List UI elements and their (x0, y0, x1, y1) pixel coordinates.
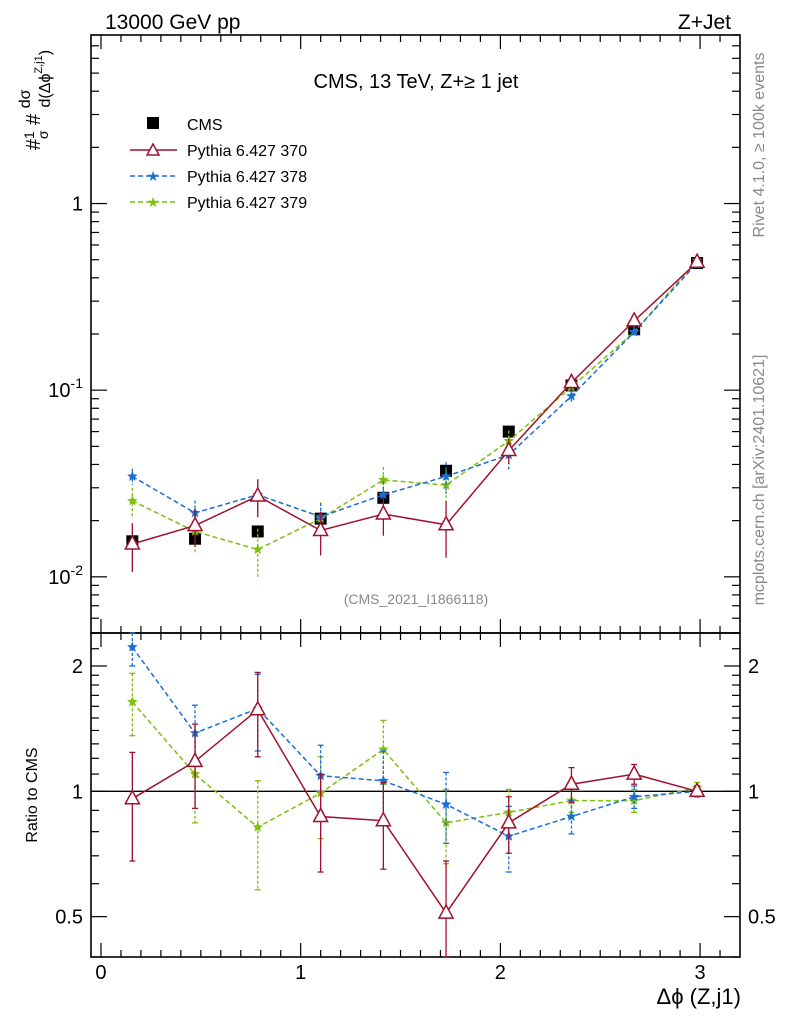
series-line-1 (131, 262, 698, 518)
series-point-1 (628, 326, 640, 337)
svg-text:#1σ # dσd(ΔϕZ,j1): #1σ # dσ d(ΔϕZ,j1) (17, 50, 54, 150)
ratio-line-1 (131, 646, 698, 838)
ratio-point-2 (252, 821, 263, 832)
ratio-point-1 (127, 641, 138, 652)
ratio-line-0 (131, 708, 698, 915)
rivet-label: Rivet 4.1.0, ≥ 100k events (751, 53, 768, 238)
series-point-2 (127, 495, 138, 506)
x-tick-label: 1 (295, 962, 306, 984)
main-ylabel: #1σ # dσ d(ΔϕZ,j1) (17, 50, 54, 150)
ratio-point-0 (124, 789, 141, 805)
legend-label-cms: CMS (187, 117, 223, 134)
series-point-0 (312, 520, 329, 537)
legend-marker-cms (147, 117, 159, 129)
series-point-0 (500, 440, 518, 457)
series-line-0 (132, 261, 698, 545)
legend: CMS Pythia 6.427 370 ★ Pythia 6.427 378 … (130, 117, 307, 212)
ratio-point-2 (628, 795, 640, 805)
series-point-0 (186, 516, 204, 532)
main-plot-marks (124, 252, 706, 578)
energy-label: 13000 GeV pp (105, 11, 240, 34)
ratio-ylabel: Ratio to CMS (24, 747, 41, 842)
ratio-tick-label-left: 2 (72, 656, 83, 678)
legend-marker-379: ★ (147, 194, 160, 210)
ratio-point-0 (563, 774, 580, 790)
ratio-point-0 (186, 751, 204, 768)
series-point-0 (688, 252, 706, 268)
ratio-point-0 (688, 781, 706, 798)
legend-label-379: Pythia 6.427 379 (187, 195, 307, 212)
ratio-point-0 (625, 764, 643, 780)
ratio-point-1 (440, 798, 452, 809)
ratio-tick-label-right: 2 (748, 656, 759, 678)
x-tick-label: 0 (95, 962, 106, 984)
legend-marker-370 (145, 142, 161, 156)
process-label: Z+Jet (678, 11, 731, 34)
ratio-point-2 (127, 696, 138, 707)
ratio-plot-marks (91, 632, 740, 958)
y-tick-label: 10-2 (48, 562, 83, 589)
legend-marker-378: ★ (147, 168, 160, 184)
ratio-point-0 (312, 806, 329, 823)
series-point-0 (124, 534, 141, 550)
analysis-label: (CMS_2021_I1866118) (344, 591, 489, 607)
legend-label-378: Pythia 6.427 378 (187, 169, 307, 186)
series-point-0 (249, 486, 266, 502)
ratio-point-0 (375, 811, 392, 827)
x-tick-label: 3 (694, 962, 705, 984)
series-point-0 (625, 311, 643, 327)
series-line-2 (131, 260, 698, 551)
series-point-1 (440, 470, 452, 481)
legend-label-370: Pythia 6.427 370 (187, 143, 307, 160)
x-tick-label: 2 (495, 962, 506, 984)
series-point-0 (563, 372, 580, 389)
ratio-point-1 (628, 791, 640, 802)
series-point-0 (375, 504, 392, 520)
series-point-1 (127, 470, 138, 481)
x-axis-label: Δϕ (Z,j1) (657, 984, 741, 1009)
ratio-plot-frame (90, 632, 741, 958)
ratio-line-2 (131, 701, 698, 829)
plot-title: CMS, 13 TeV, Z+≥ 1 jet (314, 71, 519, 93)
ratio-point-0 (249, 700, 266, 716)
ratio-point-0 (500, 813, 518, 829)
ratio-tick-label-right: 1 (748, 781, 759, 803)
ratio-point-0 (437, 903, 455, 919)
series-point-1 (378, 489, 389, 500)
y-tick-label: 10-1 (48, 375, 83, 402)
mcplots-label: mcplots.cern.ch [arXiv:2401.10621] (751, 355, 768, 606)
y-tick-label: 1 (72, 194, 83, 216)
series-point-1 (566, 390, 577, 401)
series-point-0 (437, 515, 455, 531)
ratio-point-2 (440, 817, 452, 828)
ratio-tick-label-left: 1 (72, 781, 83, 803)
axis-ticks: 0 1 2 3 10-2 10-1 1 0.5 0.5 1 1 2 2 (48, 34, 776, 984)
ratio-point-1 (566, 811, 577, 821)
series-point-2 (378, 474, 389, 485)
ratio-tick-label-right: 0.5 (748, 907, 776, 929)
series-point-2 (252, 544, 263, 554)
ratio-tick-label-left: 0.5 (55, 907, 83, 929)
